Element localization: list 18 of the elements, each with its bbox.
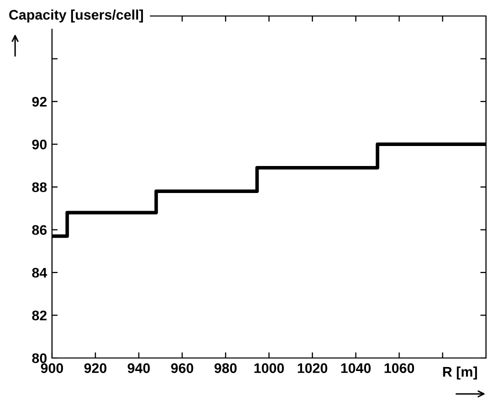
y-tick-label: 92 bbox=[32, 96, 47, 107]
y-tick-label: 90 bbox=[32, 140, 47, 150]
y-tick-label: 88 bbox=[32, 182, 47, 192]
y-tick-label: 84 bbox=[32, 268, 48, 278]
x-tick-label: 960 bbox=[171, 363, 194, 374]
x-tick-label: 1020 bbox=[298, 363, 328, 374]
x-tick-label: 1000 bbox=[254, 363, 284, 374]
y-tick-label: 80 bbox=[32, 353, 47, 364]
y-axis-title: Capacity [users/cell] bbox=[9, 10, 143, 22]
x-tick-label: 940 bbox=[128, 363, 150, 374]
x-tick-label: 920 bbox=[84, 363, 106, 374]
x-axis-title: R [m] bbox=[443, 366, 477, 380]
y-tick-label: 86 bbox=[32, 225, 47, 235]
x-tick-label: 1060 bbox=[384, 363, 414, 374]
y-tick-label: 82 bbox=[32, 310, 47, 320]
x-tick-label: 900 bbox=[40, 363, 64, 374]
x-tick-label: 1040 bbox=[341, 363, 371, 374]
x-tick-label: 980 bbox=[214, 363, 237, 374]
